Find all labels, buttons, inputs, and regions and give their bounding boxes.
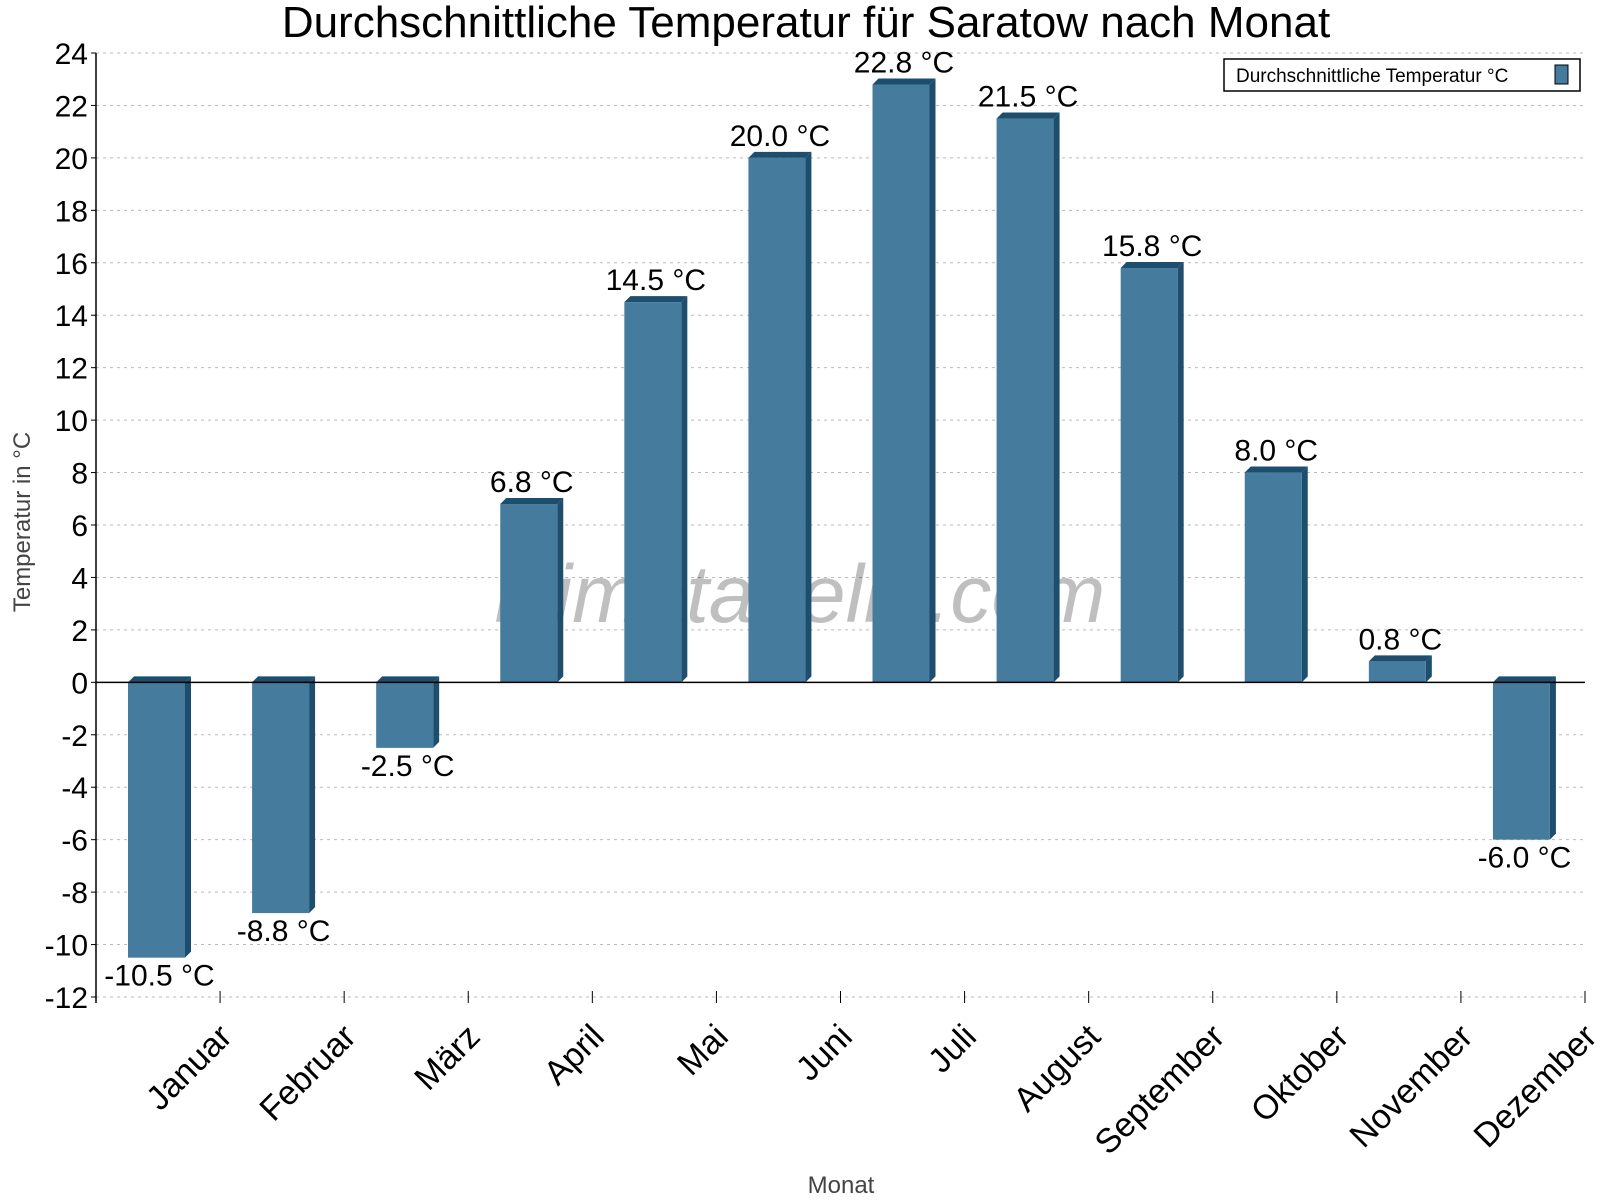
data-label: -8.8 °C [237, 915, 331, 948]
y-tick-label: -6 [61, 825, 88, 858]
bar-side [805, 151, 812, 683]
bar-top [624, 296, 688, 303]
bar [376, 682, 434, 748]
bar [1244, 472, 1302, 683]
bar-side [1053, 112, 1060, 683]
x-tick-label: April [537, 1017, 612, 1092]
bar-top [1368, 655, 1432, 662]
bar-group: -8.8 °C [237, 676, 331, 948]
bar-group: 15.8 °C [1102, 230, 1202, 683]
bar-top [1244, 466, 1308, 473]
bar [128, 682, 185, 958]
bar [624, 302, 682, 683]
y-tick-label: -2 [61, 720, 88, 753]
x-tick-label: März [407, 1017, 487, 1097]
data-label: 22.8 °C [854, 46, 954, 79]
y-tick-label: -4 [61, 772, 88, 805]
bar-side [929, 78, 936, 683]
chart-title: Durchschnittliche Temperatur für Saratow… [282, 0, 1330, 47]
data-label: -6.0 °C [1478, 842, 1572, 875]
y-tick-label: 12 [55, 353, 88, 386]
bar-group: 6.8 °C [490, 466, 574, 683]
y-tick-label: -12 [45, 982, 88, 1015]
bar-top [500, 498, 564, 505]
x-tick-label: Juli [921, 1017, 984, 1080]
bar-side [557, 498, 564, 683]
bar-side [433, 676, 440, 748]
bar [1368, 661, 1426, 683]
data-label: 14.5 °C [606, 264, 706, 297]
bar-top [376, 676, 440, 683]
x-tick-label: November [1342, 1017, 1480, 1155]
y-tick-label: 18 [55, 195, 88, 228]
bar-group: -6.0 °C [1478, 676, 1572, 875]
data-label: 20.0 °C [730, 120, 830, 153]
bar-group: -10.5 °C [104, 676, 215, 993]
y-tick-label: 6 [71, 510, 88, 543]
bar [748, 157, 806, 683]
bar-side [1177, 262, 1184, 683]
x-tick-label: Januar [139, 1017, 239, 1117]
data-label: -2.5 °C [361, 750, 455, 783]
x-tick-label: August [1006, 1017, 1108, 1119]
bar-top [748, 151, 812, 158]
bar-side [1425, 655, 1432, 683]
x-tick-label: Oktober [1244, 1017, 1356, 1129]
data-label: -10.5 °C [104, 960, 214, 993]
data-label: 21.5 °C [978, 81, 1078, 114]
bar-side [1301, 466, 1308, 683]
bar [872, 84, 930, 683]
x-tick-label: Juni [789, 1017, 860, 1088]
bar-side [309, 676, 316, 914]
bar-group: 21.5 °C [978, 81, 1078, 683]
data-label: 15.8 °C [1102, 230, 1202, 263]
bar [996, 118, 1054, 683]
y-tick-label: -8 [61, 877, 88, 910]
y-tick-label: 14 [55, 300, 88, 333]
bar-group: 22.8 °C [854, 46, 954, 683]
y-tick-label: -10 [45, 930, 88, 963]
bar-group: 0.8 °C [1358, 623, 1442, 683]
bar [252, 682, 310, 914]
x-axis-label: Monat [808, 1172, 875, 1199]
bar [1120, 268, 1178, 683]
bar [500, 504, 558, 683]
legend-swatch [1554, 64, 1569, 85]
y-tick-label: 20 [55, 143, 88, 176]
y-axis-label: Temperatur in °C [9, 432, 36, 612]
x-tick-label: Dezember [1467, 1017, 1600, 1155]
x-tick-label: September [1088, 1017, 1232, 1161]
data-label: 8.0 °C [1234, 435, 1318, 468]
bar-top [128, 676, 191, 683]
bar-side [185, 676, 191, 958]
y-tick-label: 4 [71, 562, 88, 595]
y-tick-label: 22 [55, 90, 88, 123]
bar-group: -2.5 °C [361, 676, 455, 783]
bar-top [996, 112, 1060, 119]
x-tick-label: Mai [670, 1017, 736, 1083]
data-label: 6.8 °C [490, 466, 574, 499]
bar [1492, 682, 1550, 840]
bar-group: 20.0 °C [730, 120, 830, 683]
y-tick-label: 8 [71, 458, 88, 491]
y-tick-label: 2 [71, 615, 88, 648]
bar-group: 14.5 °C [606, 264, 706, 683]
bar-group: 8.0 °C [1234, 435, 1318, 683]
bar-top [1492, 676, 1556, 683]
y-tick-label: 0 [71, 667, 88, 700]
bar-side [1549, 676, 1556, 840]
bar-top [872, 78, 936, 85]
bar-side [681, 296, 688, 683]
x-tick-label: Februar [252, 1017, 363, 1128]
legend-label: Durchschnittliche Temperatur °C [1236, 66, 1508, 87]
legend: Durchschnittliche Temperatur °C [1223, 58, 1581, 92]
y-tick-label: 16 [55, 248, 88, 281]
y-tick-label: 24 [55, 38, 88, 71]
bar-top [1120, 262, 1184, 269]
bar-top [252, 676, 316, 683]
y-tick-label: 10 [55, 405, 88, 438]
data-label: 0.8 °C [1358, 623, 1442, 656]
